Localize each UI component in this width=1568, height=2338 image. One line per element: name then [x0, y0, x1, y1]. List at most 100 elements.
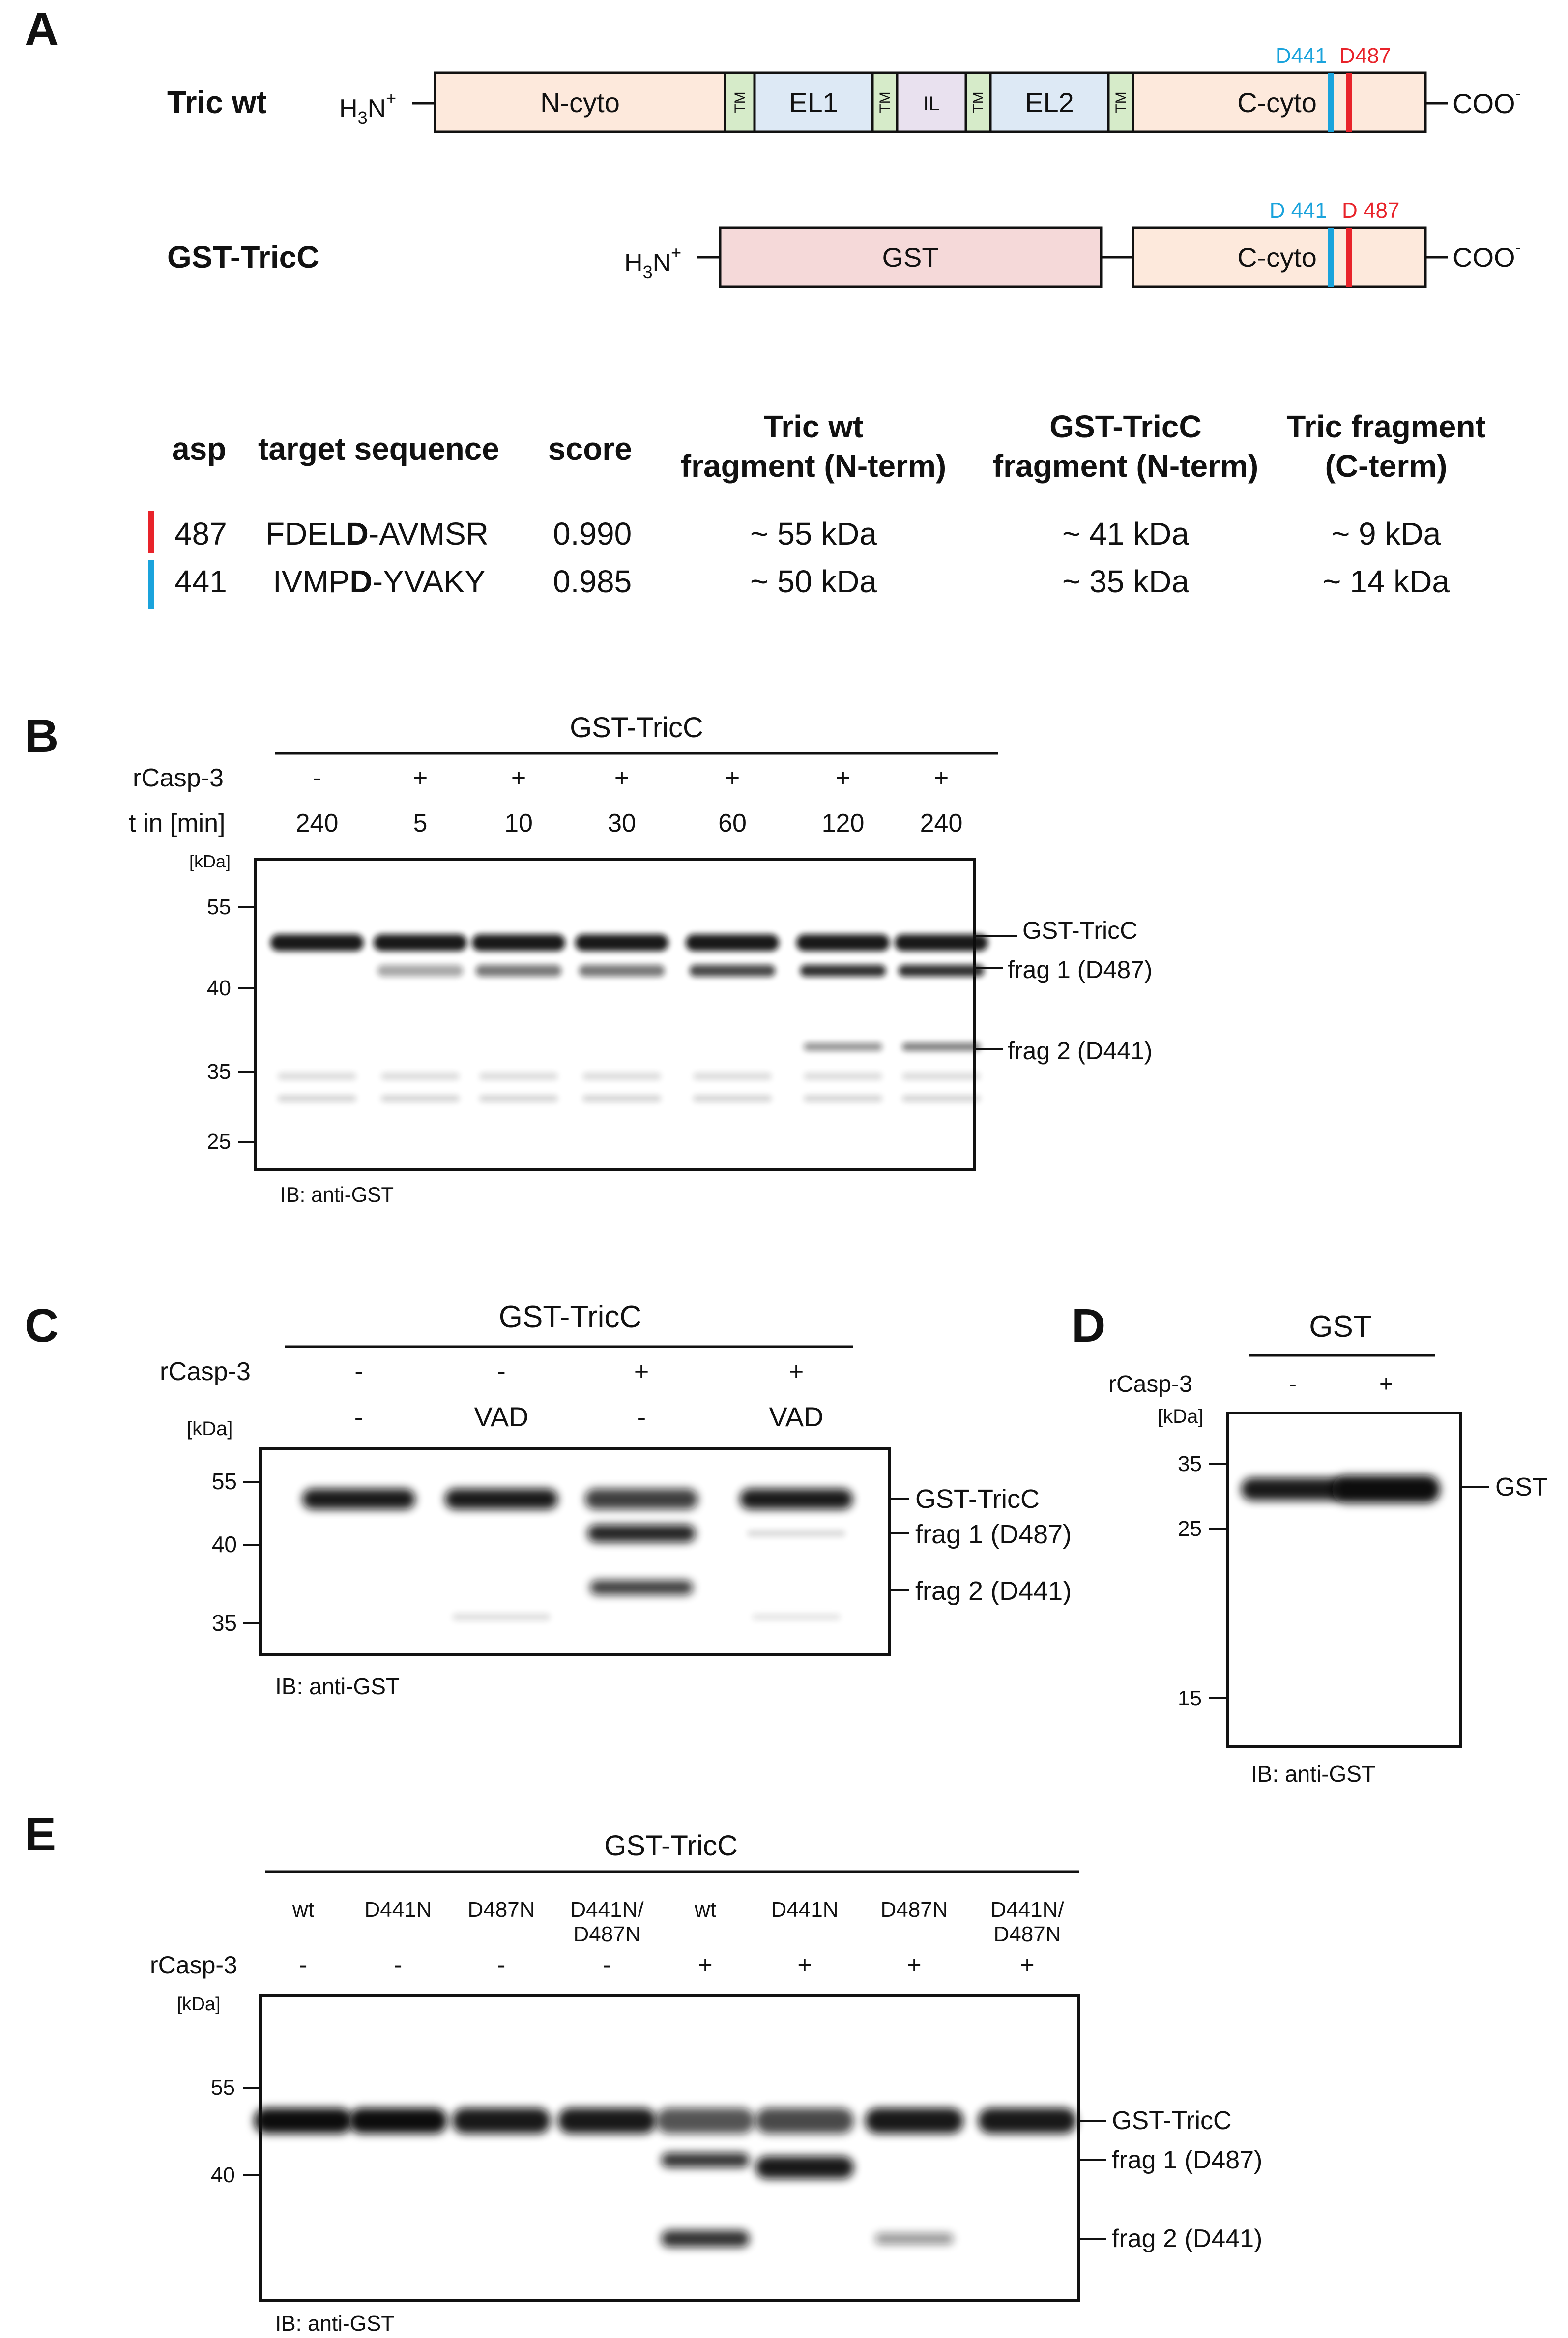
header-gst-tricc-1: GST-TricC	[1049, 409, 1201, 444]
panel-e-lane-line2-3: D487N	[574, 1922, 641, 1946]
panel-b-time-4: 60	[718, 809, 747, 837]
panel-b-lane-labels: - + + + + + +240 5 10 30 60 120 240	[296, 764, 963, 837]
band-full-length-4	[686, 934, 779, 951]
band-full-length-5	[796, 934, 890, 951]
band-frag1-1	[377, 965, 464, 977]
panel-e-casp-1: -	[394, 1951, 403, 1979]
panel-b-casp-3: +	[614, 764, 629, 792]
panel-e-lane-1: D441N	[365, 1898, 432, 1922]
panel-letter-e: E	[25, 1808, 56, 1861]
site-label-d487-2: D 487	[1342, 199, 1399, 223]
panel-d-casp-0: -	[1289, 1371, 1297, 1397]
row-441-sequence: IVMPD-YVAKY	[273, 564, 486, 599]
n-terminus-label: H3N+	[339, 88, 396, 128]
band-label-gst: GST	[1495, 1473, 1548, 1501]
panel-e-lane-3: D441N/	[570, 1898, 644, 1922]
band-frag1-3	[579, 965, 665, 977]
band-full-length-6	[895, 934, 988, 951]
band-label-frag1: frag 1 (D487)	[1008, 956, 1153, 983]
panel-b-blot	[254, 858, 976, 1171]
row-441-asp: 441	[174, 564, 227, 599]
marker-15: 15	[1178, 1686, 1202, 1710]
panel-e-markers: 55 40	[211, 2076, 261, 2187]
panel-c-title: GST-TricC	[499, 1300, 641, 1334]
band-bg-a-5	[804, 1073, 882, 1080]
band-bg-1	[452, 1613, 551, 1621]
band-frag1-4	[689, 965, 776, 977]
band-label-frag2: frag 2 (D441)	[1112, 2224, 1262, 2253]
site-label-d441-2: D 441	[1270, 199, 1327, 223]
row-487-score: 0.990	[553, 516, 632, 551]
band-bg-a-0	[278, 1073, 356, 1080]
header-c-term-1: Tric fragment	[1286, 409, 1485, 444]
band-full-length-5	[755, 2108, 854, 2134]
row-441-gst-tricc: ~ 35 kDa	[1062, 564, 1189, 599]
row-441-score: 0.985	[553, 564, 632, 599]
band-full-length-2	[585, 1489, 698, 1509]
band-label-frag2: frag 2 (D441)	[1008, 1037, 1153, 1065]
band-bg-b-3	[582, 1095, 661, 1102]
panel-c-lane-labels: - - + + - VAD - VAD	[354, 1357, 824, 1432]
panel-e-lane-0: wt	[292, 1898, 314, 1922]
band-bg-a-4	[693, 1073, 772, 1080]
panel-e-band-labels: GST-TricC frag 1 (D487) frag 2 (D441)	[1079, 2107, 1262, 2253]
band-full-length-6	[865, 2108, 963, 2134]
panel-e-blot	[259, 1994, 1080, 2302]
row-487-gst-tricc: ~ 41 kDa	[1062, 516, 1189, 551]
panel-e-casp-3: -	[603, 1951, 611, 1979]
band-frag1-4	[661, 2153, 750, 2167]
panel-b-time-0: 240	[296, 809, 339, 837]
band-frag2-2	[590, 1580, 693, 1595]
marker-55: 55	[212, 1469, 237, 1494]
row-487-c-term: ~ 9 kDa	[1332, 516, 1441, 551]
domain-label-el1: EL1	[789, 87, 838, 118]
domain-label-gst: GST	[882, 242, 938, 273]
band-label-gst-tricc: GST-TricC	[1112, 2107, 1232, 2135]
panel-b-markers: 55 40 35 25	[207, 895, 256, 1154]
panel-c-markers: 55 40 35	[212, 1469, 261, 1636]
panel-c-band-labels: GST-TricC frag 1 (D487) frag 2 (D441)	[890, 1484, 1072, 1606]
band-label-gst-tricc: GST-TricC	[1022, 917, 1137, 944]
panel-e-title: GST-TricC	[604, 1830, 738, 1862]
panel-d-ib: IB: anti-GST	[1251, 1761, 1375, 1787]
marker-40: 40	[211, 2163, 235, 2187]
band-bg-a-6	[902, 1073, 981, 1080]
band-frag2-6	[902, 1043, 981, 1051]
panel-letter-c: C	[25, 1299, 58, 1352]
panel-e-ib: IB: anti-GST	[275, 2311, 394, 2336]
marker-40: 40	[207, 976, 231, 1000]
band-full-length-4	[656, 2108, 755, 2134]
panel-e-casp-5: +	[797, 1951, 812, 1979]
band-full-length-1	[374, 934, 467, 951]
band-full-length-0	[254, 2108, 352, 2134]
domain-label-el2: EL2	[1025, 87, 1074, 118]
panel-e-casp-6: +	[907, 1951, 921, 1979]
panel-e-casp-2: -	[497, 1951, 506, 1979]
band-full-length-3	[740, 1489, 853, 1509]
domain-label-c-cyto: C-cyto	[1237, 87, 1317, 118]
marker-35: 35	[1178, 1452, 1202, 1476]
band-frag1-2	[587, 1525, 696, 1542]
row-441-c-term: ~ 14 kDa	[1323, 564, 1450, 599]
panel-b-bands	[270, 934, 988, 1102]
panel-b-title: GST-TricC	[570, 712, 703, 744]
panel-b-casp-label: rCasp-3	[133, 764, 224, 792]
panel-e-lane-6: D487N	[881, 1898, 948, 1922]
panel-d-blot	[1226, 1412, 1462, 1748]
panel-c-casp-3: +	[789, 1357, 804, 1386]
panel-e-lane-7: D441N/	[990, 1898, 1064, 1922]
header-gst-tricc-2: fragment (N-term)	[993, 448, 1258, 484]
panel-d-kda-unit: [kDa]	[1158, 1406, 1203, 1427]
panel-e-lane-line2-7: D487N	[994, 1922, 1061, 1946]
panel-b-time-5: 120	[822, 809, 865, 837]
panel-e-lane-labels: wt D441N D487N D441N/wt D441N D487N D441N/D487…	[292, 1898, 1064, 1979]
panel-b-casp-4: +	[725, 764, 740, 792]
domain-label-tm-3: TM	[970, 91, 987, 113]
panel-c-bands	[302, 1489, 853, 1621]
panel-c-inhibitor-3: VAD	[769, 1401, 824, 1432]
panel-b-casp-5: +	[836, 764, 850, 792]
domain-label-tm-1: TM	[732, 91, 748, 113]
panel-e-lane-4: wt	[694, 1898, 716, 1922]
panel-e-bands	[254, 2108, 1076, 2247]
